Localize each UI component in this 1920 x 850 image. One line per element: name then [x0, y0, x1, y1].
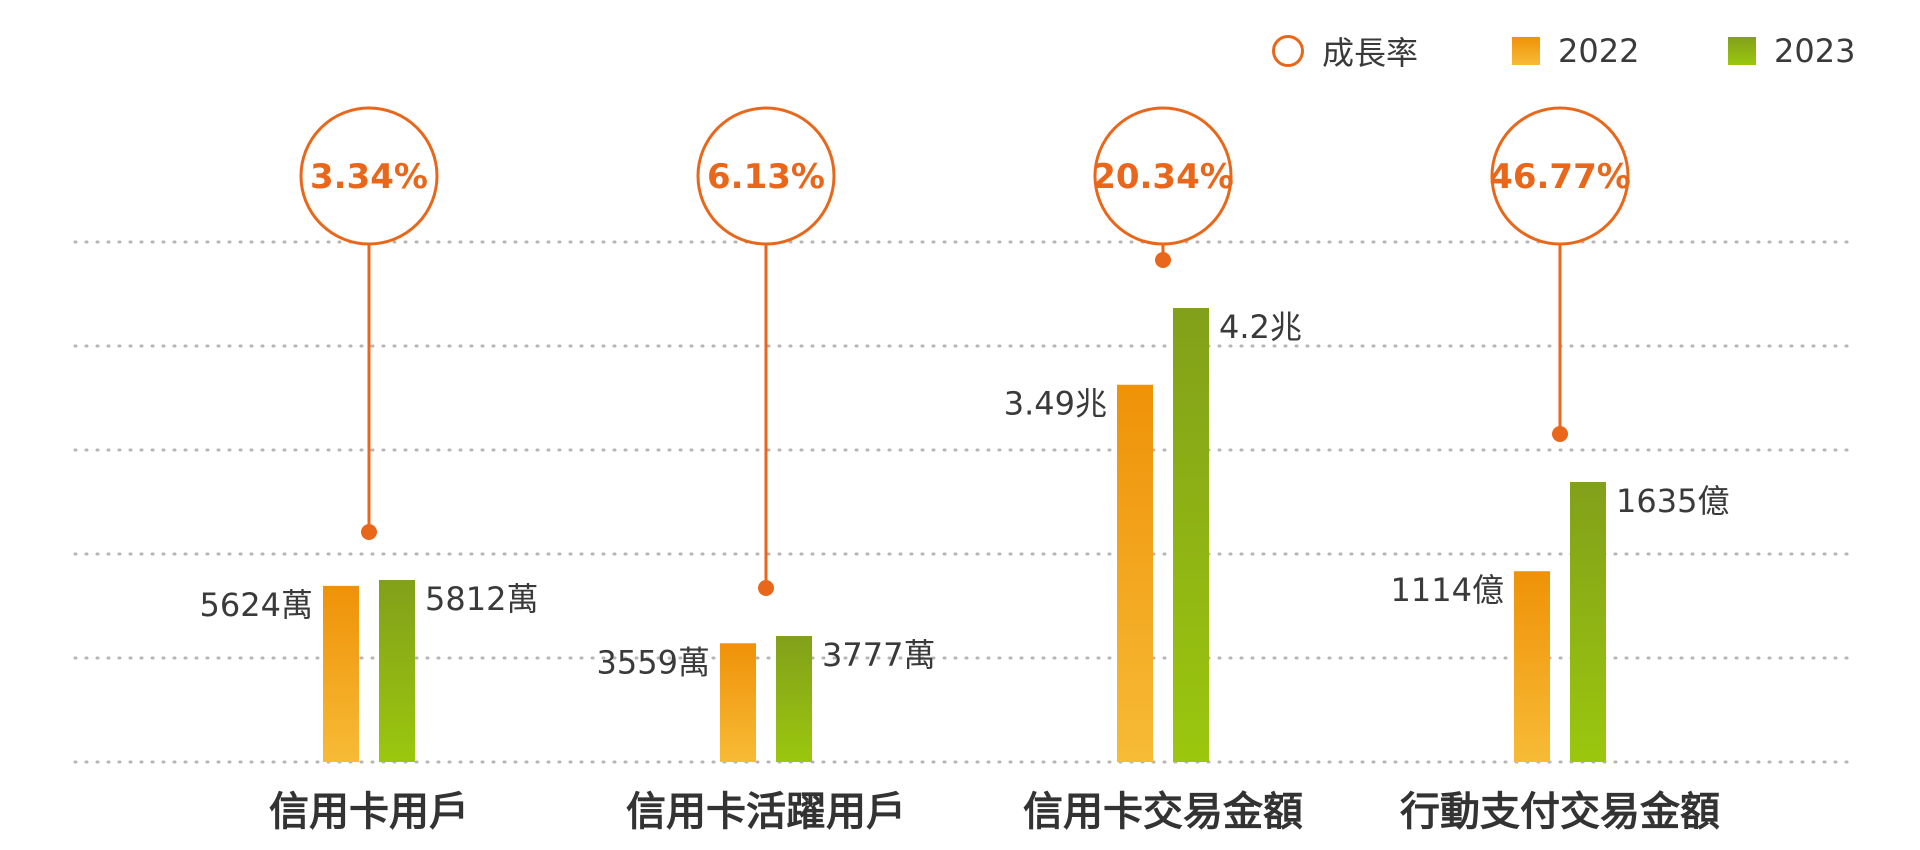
growth-dot [758, 580, 774, 596]
bar-group: 3559萬 3777萬 6.13% 信用卡活躍用戶 [597, 106, 935, 835]
growth-circle [299, 106, 439, 246]
value-label-2022: 3.49兆 [1004, 385, 1107, 423]
square-icon [1512, 37, 1540, 65]
legend-item-2023: 2023 [1728, 28, 1855, 74]
legend-label-2022: 2022 [1558, 32, 1640, 70]
value-label-2023: 5812萬 [425, 580, 538, 618]
value-label-2022: 5624萬 [200, 586, 313, 624]
bar-2023 [1173, 308, 1209, 762]
category-label: 信用卡用戶 [269, 789, 469, 835]
category-label: 信用卡活躍用戶 [626, 789, 906, 835]
growth-rate-label: 6.13% [707, 157, 825, 197]
bar-2023 [776, 636, 812, 762]
bar-group: 3.49兆 4.2兆 20.34% 信用卡交易金額 [1004, 106, 1303, 835]
square-icon [1728, 37, 1756, 65]
legend-label-2023: 2023 [1774, 32, 1856, 70]
category-label: 信用卡交易金額 [1023, 789, 1303, 835]
circle-icon [1272, 35, 1304, 67]
value-label-2022: 1114億 [1391, 571, 1504, 609]
bar-2022 [1117, 384, 1153, 762]
bar-groups: 5624萬 5812萬 3.34% 信用卡用戶 3559萬 3777萬 6.13% 信用卡活躍… [200, 106, 1729, 835]
bar-2023 [379, 580, 415, 762]
growth-circle [696, 106, 836, 246]
value-label-2023: 4.2兆 [1219, 308, 1302, 346]
growth-dot [1155, 252, 1171, 268]
growth-circle [1490, 106, 1630, 246]
growth-circle [1093, 106, 1233, 246]
category-label: 行動支付交易金額 [1400, 789, 1720, 835]
growth-rate-label: 20.34% [1092, 157, 1234, 197]
value-label-2023: 1635億 [1616, 482, 1729, 520]
growth-rate-label: 46.77% [1489, 157, 1631, 197]
value-label-2023: 3777萬 [822, 636, 935, 674]
bar-2022 [720, 643, 756, 762]
bar-2023 [1570, 482, 1606, 762]
legend-item-growth: 成長率 [1272, 28, 1418, 74]
legend-label-growth: 成長率 [1322, 34, 1419, 72]
growth-dot [361, 524, 377, 540]
bar-group: 1114億 1635億 46.77% 行動支付交易金額 [1391, 106, 1729, 835]
growth-dot [1552, 426, 1568, 442]
value-label-2022: 3559萬 [597, 643, 710, 681]
bar-group: 5624萬 5812萬 3.34% 信用卡用戶 [200, 106, 538, 835]
bar-2022 [1514, 571, 1550, 762]
legend-item-2022: 2022 [1512, 28, 1639, 74]
bar-2022 [323, 585, 359, 762]
growth-rate-label: 3.34% [310, 157, 428, 197]
